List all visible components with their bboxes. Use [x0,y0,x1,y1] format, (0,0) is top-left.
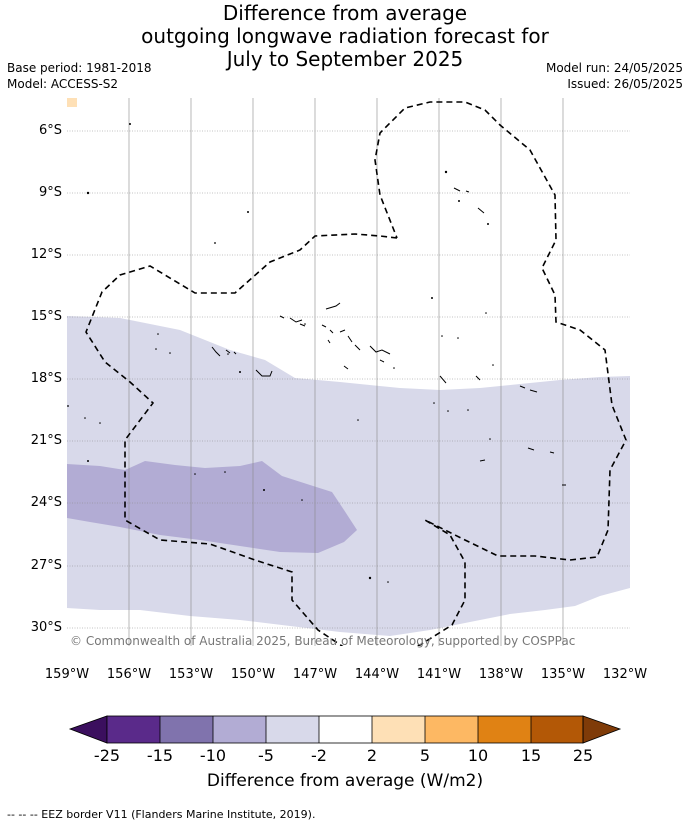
colorbar-tick: -15 [146,746,174,765]
lat-label-30s: 30°S [30,620,62,635]
meta-left: Base period: 1981-2018 Model: ACCESS-S2 [7,60,152,92]
islands [211,187,566,486]
colorbar-tick: 15 [520,746,542,765]
colorbar-tick: -2 [311,746,327,765]
meta-right: Model run: 24/05/2025 Issued: 26/05/2025 [546,60,683,92]
lon-label-147w: 147°W [292,667,338,682]
anomaly-field-m10-m5 [67,461,357,553]
model-run: Model run: 24/05/2025 [545,61,683,75]
colorbar [68,715,622,744]
lat-label-6s: 6°S [38,123,62,138]
lat-label-21s: 21°S [30,433,62,448]
colorbar-arrow-low [68,715,108,744]
colorbar-tick: -10 [199,746,227,765]
lon-label-135w: 135°W [540,667,586,682]
colorbar-title: Difference from average (W/m2) [206,771,484,791]
issued-date: Issued: 26/05/2025 [567,77,683,91]
island-dots [67,123,494,583]
lat-label-18s: 18°S [30,371,62,386]
eez-footnote: -- -- -- EEZ border V11 (Flanders Marine… [7,808,316,821]
lat-label-27s: 27°S [30,558,62,573]
map-title: Difference from average outgoing longwav… [0,2,690,71]
colorbar-tick: -25 [93,746,121,765]
colorbar-arrow-high [582,715,622,744]
colorbar-tick: 2 [366,746,378,765]
anomaly-patch-p2-p5 [67,98,77,107]
colorbar-bin-p10-p15 [478,716,531,743]
colorbar-bin-m2-p2 [319,716,372,743]
colorbar-tick: -5 [258,746,274,765]
model-name: Model: ACCESS-S2 [7,77,119,91]
lon-label-153w: 153°W [168,667,214,682]
colorbar-bin-m25-m15 [107,716,160,743]
colorbar-tick: 5 [419,746,431,765]
eez-border [85,101,627,646]
lon-label-138w: 138°W [478,667,524,682]
colorbar-tick: 10 [467,746,489,765]
lat-label-12s: 12°S [30,247,62,262]
graticule [67,98,630,646]
colorbar-bin-m10-m5 [213,716,266,743]
title-line-1: Difference from average [222,1,468,25]
colorbar-bin-m5-m2 [266,716,319,743]
colorbar-bin-p2-p5 [372,716,425,743]
lon-label-159w: 159°W [44,667,90,682]
title-line-3: July to September 2025 [226,47,464,71]
lon-label-141w: 141°W [416,667,462,682]
colorbar-bin-p5-p10 [425,716,478,743]
colorbar-tick: 25 [572,746,594,765]
lat-label-24s: 24°S [30,495,62,510]
lon-label-150w: 150°W [230,667,276,682]
title-line-2: outgoing longwave radiation forecast for [141,24,549,48]
base-period: Base period: 1981-2018 [7,61,152,75]
lon-label-144w: 144°W [354,667,400,682]
colorbar-bin-p15-p25 [531,716,583,743]
copyright-credit: © Commonwealth of Australia 2025, Bureau… [70,634,576,648]
lat-label-9s: 9°S [38,185,62,200]
map-fields [67,98,630,646]
lon-label-156w: 156°W [106,667,152,682]
colorbar-bin-m15-m10 [160,716,213,743]
anomaly-field-m5-m2 [67,316,630,636]
lat-label-15s: 15°S [30,309,62,324]
lon-label-132w: 132°W [602,667,648,682]
